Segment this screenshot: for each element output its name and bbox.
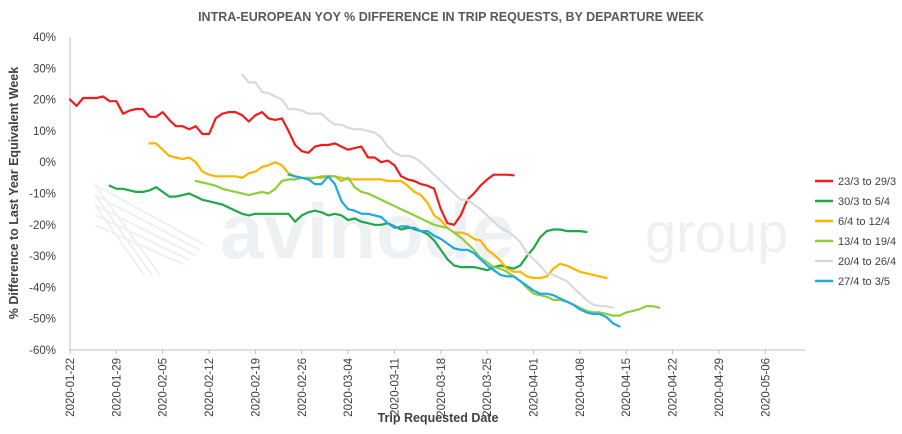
y-tick-label: -60%	[29, 345, 56, 357]
y-tick-label: 20%	[33, 95, 56, 107]
y-axis: 40% 30% 20% 10% 0% -10% -20% -30% -40% -50% -60% %…	[7, 32, 71, 357]
series-line	[287, 173, 621, 328]
x-tick-label: 2020-01-22	[65, 358, 77, 417]
series-line	[241, 73, 615, 309]
y-tick-label: 0%	[39, 157, 56, 169]
x-tick-label: 2020-02-12	[204, 358, 216, 417]
legend-label: 30/3 to 5/4	[838, 196, 890, 208]
x-tick-label: 2020-04-29	[714, 358, 726, 417]
x-tick-label: 2020-03-11	[389, 358, 401, 416]
x-tick-label: 2020-03-18	[436, 358, 448, 417]
series-line	[68, 95, 515, 226]
watermark: avinode group	[94, 184, 788, 276]
legend-label: 20/4 to 26/4	[838, 256, 896, 268]
legend-label: 23/3 to 29/3	[838, 176, 896, 188]
legend-item: 6/4 to 12/4	[815, 216, 890, 228]
legend-item: 13/4 to 19/4	[815, 236, 896, 248]
y-tick-label: 10%	[33, 126, 56, 138]
legend-item: 20/4 to 26/4	[815, 256, 896, 268]
legend-item: 27/4 to 3/5	[815, 276, 890, 288]
y-tick-label: -30%	[29, 251, 56, 263]
watermark-logo-mark	[94, 184, 206, 276]
x-tick-label: 2020-04-01	[529, 358, 541, 417]
y-tick-label: -40%	[29, 282, 56, 294]
x-tick-label: 2020-01-29	[111, 358, 123, 417]
series-line	[148, 142, 608, 280]
y-tick-label: -20%	[29, 220, 56, 232]
legend-label: 13/4 to 19/4	[838, 236, 896, 248]
y-tick-label: -10%	[29, 189, 56, 201]
legend-item: 23/3 to 29/3	[815, 176, 896, 188]
y-tick-labels: 40% 30% 20% 10% 0% -10% -20% -30% -40% -50% -60%	[29, 32, 56, 357]
chart-title: INTRA-EUROPEAN YOY % DIFFERENCE IN TRIP …	[198, 10, 704, 24]
x-axis-title: Trip Requested Date	[378, 411, 499, 425]
legend-label: 6/4 to 12/4	[838, 216, 890, 228]
x-tick-labels: 2020-01-22 2020-01-29 2020-02-05 2020-02-12…	[65, 350, 772, 417]
x-tick-label: 2020-03-25	[482, 358, 494, 417]
y-tick-label: -50%	[29, 314, 56, 326]
x-tick-label: 2020-03-04	[343, 357, 355, 416]
series-lines	[68, 73, 661, 328]
x-tick-label: 2020-04-15	[621, 358, 633, 417]
legend-label: 27/4 to 3/5	[838, 276, 890, 288]
x-tick-label: 2020-05-06	[760, 358, 772, 417]
y-tick-label: 30%	[33, 63, 56, 75]
x-tick-label: 2020-04-22	[668, 358, 680, 417]
x-tick-label: 2020-02-05	[158, 358, 170, 417]
x-axis: 2020-01-22 2020-01-29 2020-02-05 2020-02-12…	[65, 349, 805, 425]
watermark-brand: avinode	[220, 187, 515, 275]
x-tick-label: 2020-04-08	[575, 358, 587, 417]
series-line	[194, 175, 661, 317]
legend-item: 30/3 to 5/4	[815, 196, 890, 208]
watermark-suffix: group	[645, 201, 788, 264]
y-axis-title: % Difference to Last Year Equivalent Wee…	[7, 67, 21, 319]
legend: 23/3 to 29/3 30/3 to 5/4 6/4 to 12/4 13/4 t…	[815, 176, 896, 288]
y-tick-label: 40%	[33, 32, 56, 44]
x-tick-label: 2020-02-26	[297, 358, 309, 417]
x-tick-label: 2020-02-19	[250, 358, 262, 417]
